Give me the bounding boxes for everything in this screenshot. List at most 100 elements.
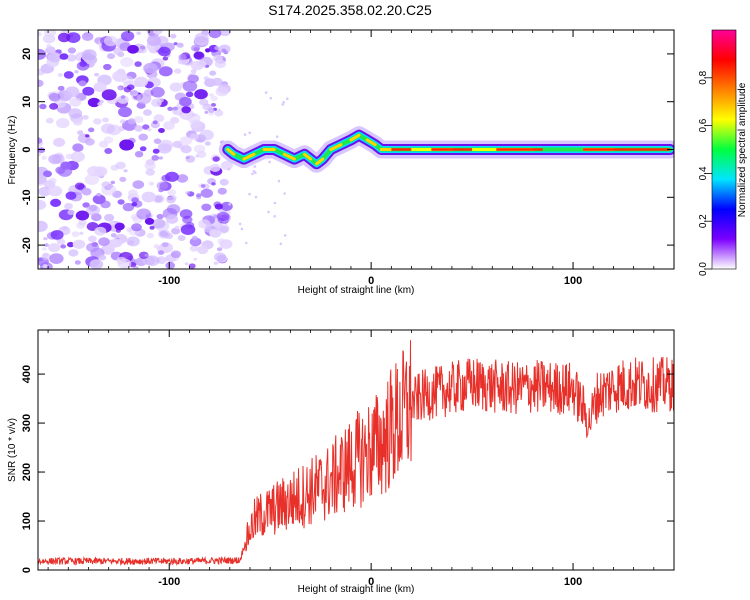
noise-blob <box>163 121 175 130</box>
spectrogram-x-label: Height of straight line (km) <box>298 285 415 296</box>
track-hot <box>315 157 325 166</box>
noise-blob <box>47 185 63 197</box>
noise-blob <box>93 82 107 93</box>
noise-blob <box>194 34 210 46</box>
noise-blob <box>177 235 186 241</box>
noise-blob <box>131 223 142 232</box>
noise-blob <box>218 30 232 37</box>
noise-blob <box>103 136 114 144</box>
noise-blob <box>199 129 214 141</box>
noise-blob <box>75 210 90 221</box>
noise-blob <box>159 230 168 237</box>
noise-blob <box>151 98 162 107</box>
noise-blob <box>215 86 229 97</box>
noise-blob <box>209 70 217 76</box>
noise-blob <box>166 214 179 224</box>
noise-speck <box>264 91 268 94</box>
noise-speck <box>248 131 251 135</box>
noise-blob <box>188 263 196 269</box>
noise-blob <box>68 249 79 257</box>
noise-blob <box>158 139 174 151</box>
snr-ytick-label: 0 <box>21 567 33 573</box>
noise-blob <box>112 70 128 82</box>
noise-blob <box>110 180 116 185</box>
noise-blob <box>171 227 181 235</box>
track-hot <box>242 152 256 161</box>
noise-blob <box>146 30 161 36</box>
noise-blob <box>126 236 140 247</box>
noise-blob <box>38 186 51 197</box>
noise-blob <box>169 82 183 92</box>
noise-blob <box>81 187 92 196</box>
snr-ytick-label: 300 <box>21 414 33 432</box>
noise-blob <box>56 118 70 129</box>
colorbar-tick-label: 0.8 <box>698 70 709 84</box>
noise-blob <box>193 51 205 60</box>
noise-blob <box>103 63 112 71</box>
noise-blob <box>123 86 132 93</box>
noise-blob <box>193 257 198 261</box>
noise-blob <box>38 220 48 232</box>
noise-blob <box>74 70 79 74</box>
noise-blob <box>78 80 87 87</box>
noise-speck <box>277 179 281 183</box>
noise-blob <box>187 113 201 124</box>
noise-speck <box>238 222 242 226</box>
noise-blob <box>145 159 155 166</box>
noise-blob <box>79 231 84 235</box>
noise-blob <box>209 93 214 97</box>
noise-blob <box>202 105 208 110</box>
noise-blob <box>109 220 116 225</box>
noise-blob <box>181 106 191 114</box>
noise-blob <box>44 30 56 38</box>
noise-blob <box>134 61 142 67</box>
noise-blob <box>211 103 216 107</box>
snr-xtick-label: 100 <box>564 576 582 588</box>
noise-blob <box>88 235 97 243</box>
noise-blob <box>101 89 117 101</box>
noise-blob <box>86 242 100 253</box>
snr-frame <box>37 329 675 571</box>
track-hot <box>282 152 296 161</box>
track-hot <box>349 133 361 142</box>
noise-blob <box>205 48 211 53</box>
noise-blob <box>158 46 171 57</box>
noise-blob <box>115 228 121 233</box>
noise-blob <box>213 223 224 231</box>
noise-blob <box>184 262 189 266</box>
noise-blob <box>189 245 199 252</box>
snr-series-line <box>38 340 674 567</box>
noise-blob <box>51 154 65 164</box>
noise-blob <box>153 114 165 123</box>
noise-blob <box>71 231 80 238</box>
noise-blob <box>178 54 187 61</box>
noise-blob <box>212 156 220 162</box>
noise-blob <box>182 80 198 92</box>
noise-blob <box>66 32 81 43</box>
noise-blob <box>76 222 85 229</box>
colorbar-tick-label: 0.0 <box>698 262 709 276</box>
noise-blob <box>216 211 230 222</box>
noise-blob <box>85 138 95 146</box>
noise-blob <box>119 139 134 151</box>
noise-blob <box>93 118 102 125</box>
noise-blob <box>98 254 107 261</box>
noise-blob <box>214 109 224 117</box>
noise-blob <box>88 127 95 133</box>
noise-blob <box>133 116 144 124</box>
noise-blob <box>77 130 84 136</box>
noise-blob <box>59 53 69 60</box>
noise-blob <box>165 171 179 182</box>
noise-blob <box>50 230 64 240</box>
noise-blob <box>158 156 163 160</box>
noise-blob <box>57 165 73 177</box>
noise-blob <box>200 188 213 198</box>
noise-blob <box>214 203 223 210</box>
noise-blob <box>143 62 158 74</box>
noise-blob <box>217 238 226 245</box>
noise-blob <box>210 95 218 102</box>
noise-blob <box>136 208 152 220</box>
noise-blob <box>196 150 207 158</box>
noise-blob <box>166 196 176 204</box>
